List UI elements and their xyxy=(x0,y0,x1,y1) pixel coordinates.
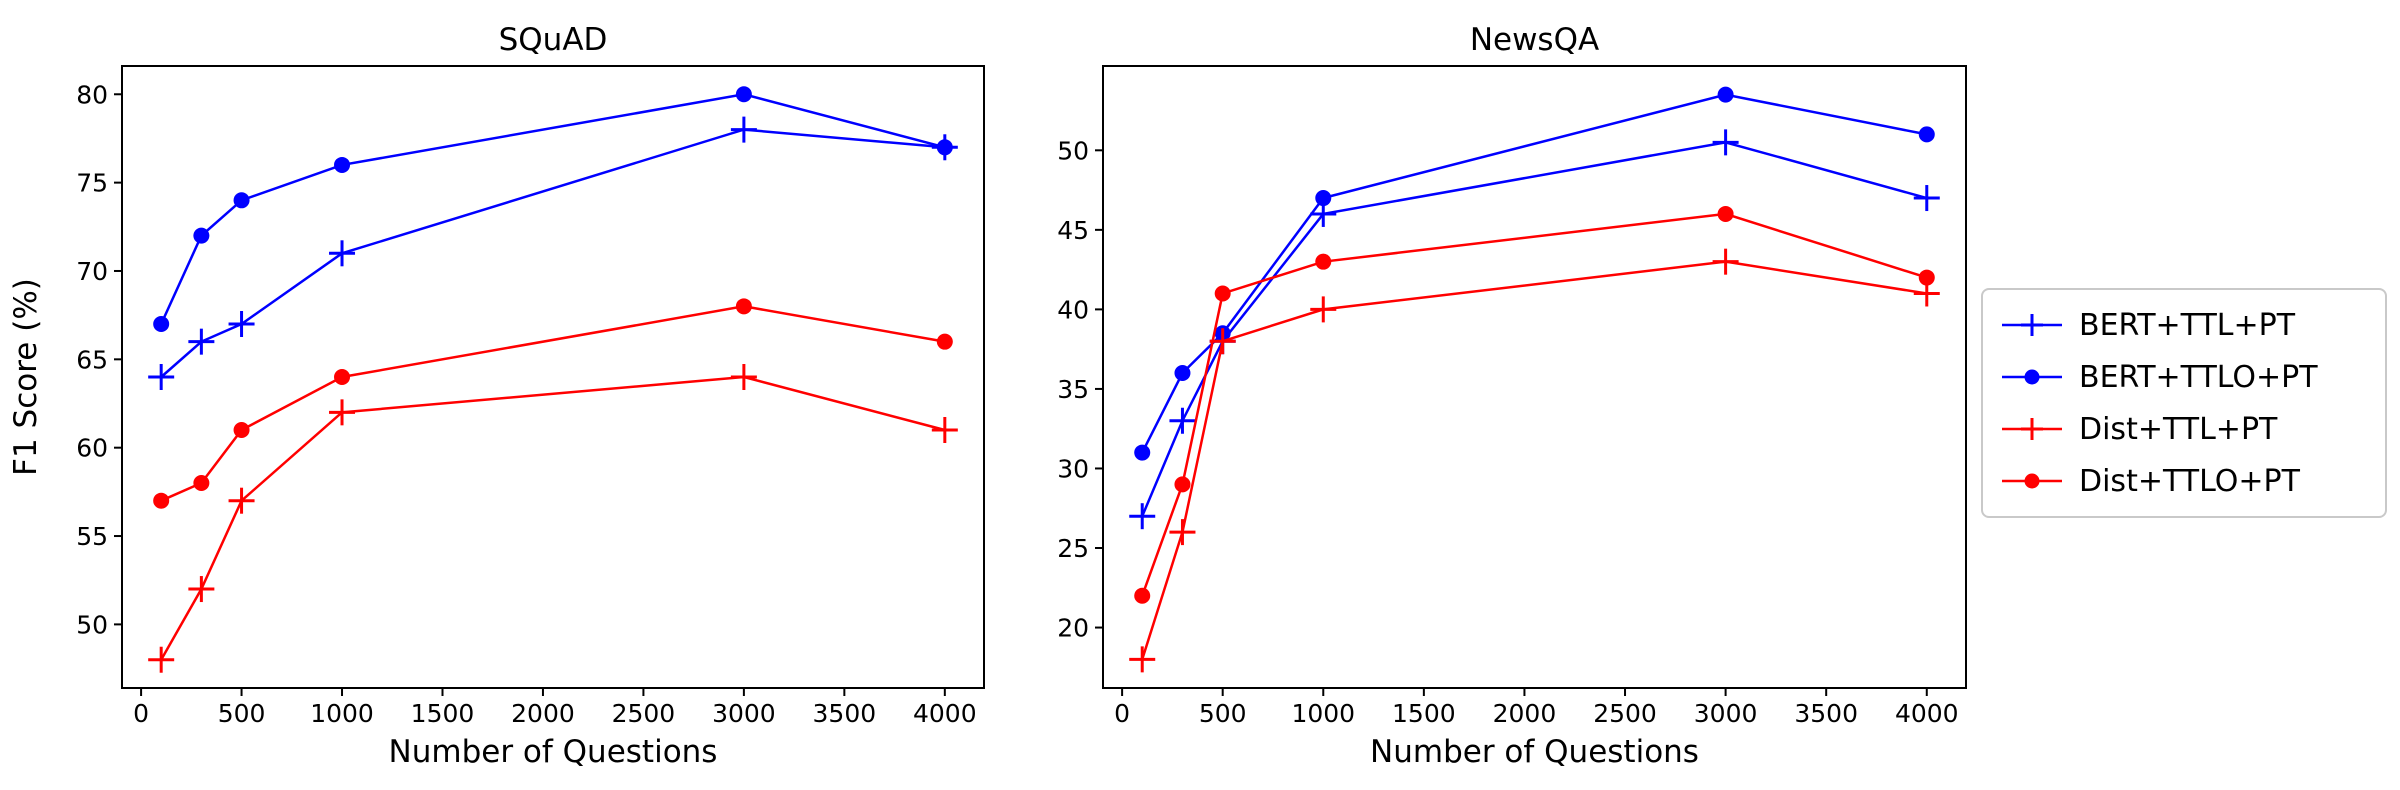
y-tick-label: 60 xyxy=(76,434,108,463)
legend: BERT+TTL+PT BERT+TTLO+PT Dist+TTL+PT Dis… xyxy=(1981,288,2387,518)
series-line xyxy=(1141,212,1928,597)
data-point-marker xyxy=(1174,365,1191,382)
y-tick-label: 70 xyxy=(76,257,108,286)
x-tick-label: 1500 xyxy=(411,699,475,728)
series-bert-ttlo-pt xyxy=(153,86,953,332)
y-tick-label: 50 xyxy=(1057,136,1089,165)
y-axis-label: F1 Score (%) xyxy=(8,278,44,476)
y-tick-label: 45 xyxy=(1057,216,1089,245)
legend-sample-line xyxy=(2002,369,2062,385)
x-tick-label: 2500 xyxy=(1593,699,1657,728)
data-point-marker xyxy=(1174,476,1191,493)
y-tick-label: 25 xyxy=(1057,534,1089,563)
data-point-marker xyxy=(735,298,752,315)
plot-frame xyxy=(1102,65,1967,689)
series-dist-ttlo-pt xyxy=(153,298,953,509)
series-line xyxy=(160,375,946,661)
legend-label: BERT+TTLO+PT xyxy=(2079,359,2318,395)
data-point-marker xyxy=(153,492,170,509)
x-tick-label: 3500 xyxy=(1794,699,1858,728)
x-tick-label: 1000 xyxy=(310,699,374,728)
x-tick-label: 500 xyxy=(218,699,266,728)
data-point-marker xyxy=(1315,253,1332,270)
data-point-marker xyxy=(1717,205,1734,222)
data-point-marker xyxy=(1918,269,1935,286)
data-point-marker xyxy=(1717,86,1734,103)
x-tick-label: 4000 xyxy=(1895,699,1959,728)
legend-label: Dist+TTL+PT xyxy=(2079,411,2278,447)
y-tick-label: 75 xyxy=(76,169,108,198)
legend-entry: Dist+TTLO+PT xyxy=(1999,460,2369,502)
data-point-marker xyxy=(334,156,351,173)
x-tick-label: 3500 xyxy=(813,699,877,728)
y-tick-label: 65 xyxy=(76,345,108,374)
x-tick-label: 2500 xyxy=(612,699,676,728)
legend-entry: BERT+TTLO+PT xyxy=(1999,356,2369,398)
x-axis-label: Number of Questions xyxy=(1370,734,1699,770)
x-tick-label: 1000 xyxy=(1291,699,1355,728)
legend-entry: BERT+TTL+PT xyxy=(1999,304,2369,346)
data-point-marker xyxy=(1134,587,1151,604)
newsqa-chart: 0 500 1000 1500 2000 2500 3000 3500 4000 20 25 30 35… xyxy=(1057,22,1967,770)
data-point-marker xyxy=(193,227,210,244)
y-tick-label: 55 xyxy=(76,522,108,551)
y-tick-label: 30 xyxy=(1057,454,1089,483)
x-tick-label: 1500 xyxy=(1392,699,1456,728)
data-point-marker xyxy=(233,192,250,209)
y-tick-label: 80 xyxy=(76,80,108,109)
legend-label: Dist+TTLO+PT xyxy=(2079,463,2300,499)
data-point-marker xyxy=(193,475,210,492)
data-point-marker xyxy=(1214,285,1231,302)
series-bert-ttl-pt xyxy=(148,116,958,390)
x-axis-label: Number of Questions xyxy=(389,734,718,770)
x-tick-label: 4000 xyxy=(913,699,977,728)
x-tick-label: 2000 xyxy=(511,699,575,728)
legend-circle-marker-icon xyxy=(2024,473,2040,489)
x-tick-label: 0 xyxy=(1114,699,1130,728)
plot-frame xyxy=(121,65,985,689)
data-point-marker xyxy=(1918,126,1935,143)
y-tick-label: 35 xyxy=(1057,375,1089,404)
series-bert-ttlo-pt xyxy=(1134,86,1935,461)
chart-title: NewsQA xyxy=(1470,22,1599,58)
series-line xyxy=(160,305,946,502)
data-point-marker xyxy=(936,139,953,156)
data-point-marker xyxy=(153,315,170,332)
series-bert-ttl-pt xyxy=(1129,129,1940,530)
data-point-marker xyxy=(936,333,953,350)
x-tick-label: 3000 xyxy=(712,699,776,728)
squad-chart: 0 500 1000 1500 2000 2500 3000 3500 4000 50 55 60 65… xyxy=(8,22,985,770)
legend-entry: Dist+TTL+PT xyxy=(1999,408,2369,450)
series-dist-ttl-pt xyxy=(1129,248,1940,673)
x-tick-label: 500 xyxy=(1199,699,1247,728)
legend-sample-line xyxy=(2002,314,2062,336)
data-point-marker xyxy=(1134,444,1151,461)
data-point-marker xyxy=(735,86,752,103)
series-line xyxy=(160,128,945,378)
legend-sample-line xyxy=(2002,418,2062,440)
legend-label: BERT+TTL+PT xyxy=(2079,307,2296,343)
series-dist-ttlo-pt xyxy=(1134,205,1935,604)
series-line xyxy=(1141,93,1928,454)
x-tick-label: 0 xyxy=(133,699,149,728)
legend-sample-line xyxy=(2002,473,2062,489)
data-point-marker xyxy=(1315,190,1332,207)
series-line xyxy=(1141,260,1927,660)
y-tick-label: 40 xyxy=(1057,295,1089,324)
x-tick-label: 3000 xyxy=(1694,699,1758,728)
series-line xyxy=(160,92,946,325)
chart-title: SQuAD xyxy=(499,22,608,58)
data-point-marker xyxy=(334,369,351,385)
y-tick-label: 50 xyxy=(76,610,108,639)
legend-circle-marker-icon xyxy=(2024,369,2040,385)
data-point-marker xyxy=(233,422,250,439)
x-tick-label: 2000 xyxy=(1493,699,1557,728)
series-dist-ttl-pt xyxy=(148,364,958,673)
y-tick-label: 20 xyxy=(1057,614,1089,643)
